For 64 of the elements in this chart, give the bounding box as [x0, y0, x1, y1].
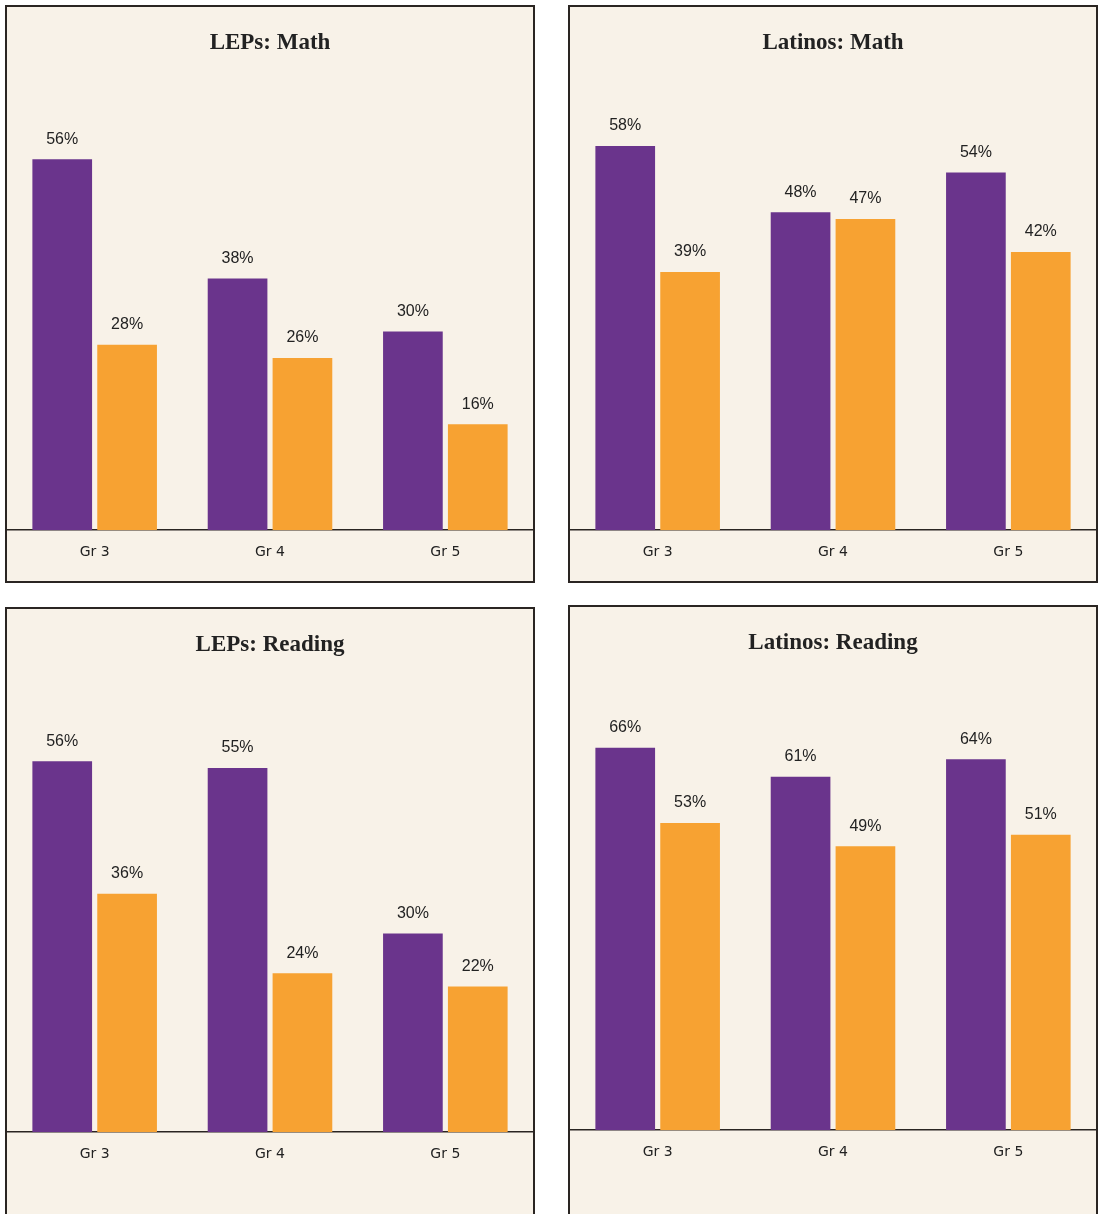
data-label: 36% — [111, 864, 144, 882]
bar — [946, 172, 1006, 531]
data-label: 28% — [111, 315, 144, 333]
data-label: 48% — [784, 182, 817, 200]
data-label: 22% — [461, 956, 494, 974]
x-tick-label: Gr 5 — [430, 543, 461, 560]
data-label: 26% — [286, 328, 319, 346]
x-tick-label: Gr 4 — [818, 1143, 849, 1160]
bar — [32, 159, 93, 531]
chart-title: Latinos: Math — [762, 28, 904, 54]
data-label: 16% — [461, 394, 494, 412]
x-tick-label: Gr 4 — [818, 543, 849, 560]
data-label: 39% — [674, 242, 707, 260]
bar — [835, 846, 896, 1131]
data-label: 49% — [849, 816, 882, 834]
bar — [1010, 252, 1071, 531]
x-tick-label: Gr 3 — [79, 1145, 110, 1162]
bar — [595, 747, 656, 1131]
bar — [946, 759, 1006, 1131]
data-label: 55% — [221, 738, 254, 756]
bar — [447, 986, 508, 1133]
data-label: 61% — [784, 747, 817, 765]
bar — [383, 933, 443, 1133]
x-tick-label: Gr 3 — [79, 543, 110, 560]
data-label: 54% — [959, 142, 992, 160]
x-tick-label: Gr 3 — [642, 1143, 673, 1160]
bar — [447, 424, 508, 531]
bar — [32, 761, 93, 1133]
bar — [835, 218, 896, 531]
bar — [660, 823, 720, 1131]
data-label: 24% — [286, 943, 319, 961]
data-label: 58% — [609, 116, 642, 134]
x-tick-label: Gr 5 — [430, 1145, 461, 1162]
bar — [97, 344, 157, 531]
x-tick-label: Gr 4 — [255, 1145, 286, 1162]
x-tick-label: Gr 5 — [993, 543, 1024, 560]
bar — [97, 893, 157, 1133]
data-label: 64% — [959, 729, 992, 747]
data-label: 42% — [1024, 222, 1057, 240]
data-label: 47% — [849, 189, 882, 207]
data-label: 30% — [396, 301, 429, 319]
bar — [660, 271, 720, 531]
data-label: 38% — [221, 248, 254, 266]
bar — [272, 973, 333, 1133]
bar — [207, 767, 268, 1133]
bar — [770, 776, 831, 1131]
bar — [272, 358, 333, 531]
bar — [207, 278, 268, 531]
data-label: 51% — [1024, 805, 1057, 823]
x-tick-label: Gr 3 — [642, 543, 673, 560]
bar — [595, 146, 656, 531]
chart-title: LEPs: Reading — [195, 630, 345, 656]
data-label: 56% — [46, 731, 79, 749]
data-label: 53% — [674, 793, 707, 811]
data-label: 66% — [609, 718, 642, 736]
x-tick-label: Gr 4 — [255, 543, 286, 560]
bar — [1010, 834, 1071, 1131]
chart-title: Latinos: Reading — [748, 628, 919, 654]
bar — [770, 212, 831, 531]
x-tick-label: Gr 5 — [993, 1143, 1024, 1160]
chart-title: LEPs: Math — [209, 28, 331, 54]
data-label: 30% — [396, 903, 429, 921]
data-label: 56% — [46, 129, 79, 147]
bar — [383, 331, 443, 531]
